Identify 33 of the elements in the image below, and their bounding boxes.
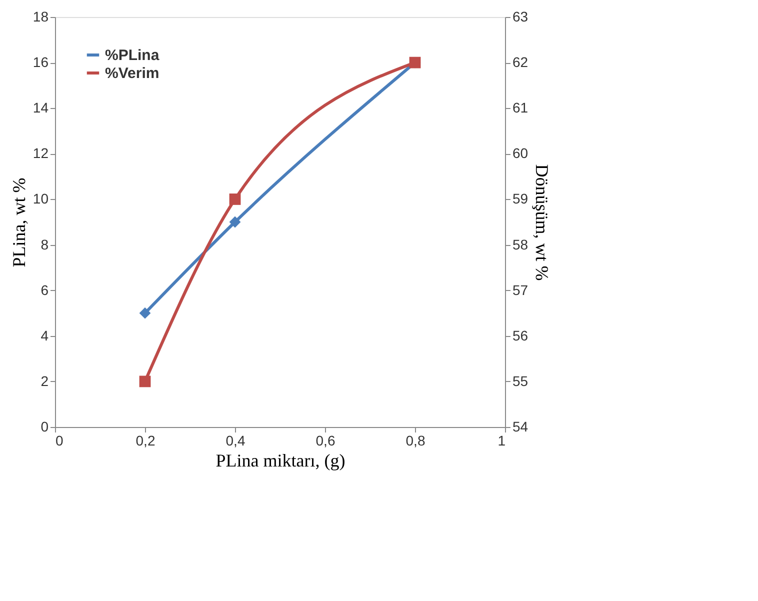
x-tick-label: 0,2 [136, 432, 156, 448]
x-tick-label: 0,6 [316, 432, 336, 448]
y2-tick-label: 62 [512, 54, 528, 70]
point [139, 376, 151, 388]
legend-label: %Verim [105, 65, 160, 82]
y-tick-label: 4 [40, 327, 49, 344]
y2-tick-label: 61 [512, 100, 528, 116]
x-tick-label: 1 [498, 432, 506, 448]
y-tick-label: 6 [40, 282, 49, 298]
y-axis-title: PLina, wt % [8, 178, 29, 268]
y-tick-label: 16 [32, 54, 49, 70]
y2-tick-label: 57 [512, 282, 528, 298]
x-tick-label: 0 [56, 432, 64, 448]
y-tick-label: 8 [40, 236, 49, 252]
y-tick-label: 12 [32, 145, 49, 162]
y-tick-label: 10 [32, 190, 49, 207]
y2-tick-label: 58 [512, 236, 528, 252]
x-tick-label: 0,4 [226, 432, 246, 448]
y-tick-label: 2 [40, 372, 49, 389]
y-tick-label: 14 [32, 100, 49, 116]
y2-tick-label: 60 [512, 145, 528, 162]
x-axis-title: PLina miktarı, (g) [216, 450, 346, 470]
y2-tick-label: 55 [512, 372, 528, 389]
y2-tick-label: 59 [512, 190, 528, 207]
y-tick-label: 0 [40, 418, 49, 434]
y2-tick-label: 54 [512, 418, 528, 434]
point [229, 194, 241, 205]
y2-tick-label: 63 [512, 8, 528, 24]
y2-axis-title: Dönüşüm, wt % [532, 164, 552, 281]
x-tick-label: 0,8 [406, 432, 426, 448]
y2-tick-label: 56 [512, 327, 528, 344]
y-tick-label: 18 [32, 8, 49, 24]
legend-label: %PLina [105, 47, 160, 64]
